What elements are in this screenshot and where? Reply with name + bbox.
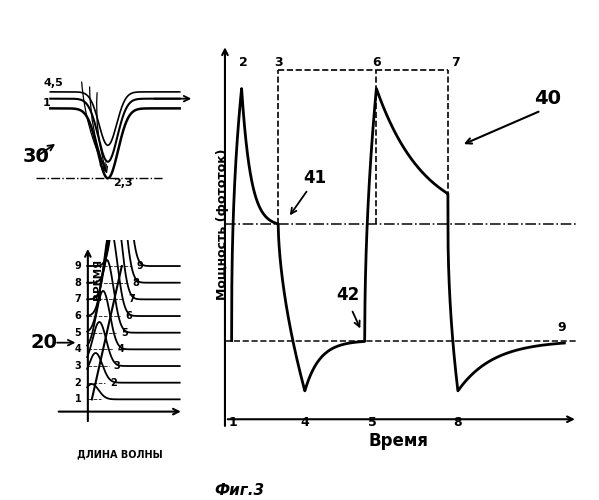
Text: Мощность (фототок): Мощность (фототок) bbox=[216, 148, 229, 300]
Text: 6: 6 bbox=[75, 311, 81, 321]
Text: 41: 41 bbox=[303, 169, 326, 187]
Text: Время: Время bbox=[368, 432, 428, 450]
Text: 42: 42 bbox=[337, 286, 360, 304]
Text: 6: 6 bbox=[372, 56, 381, 70]
Text: 7: 7 bbox=[75, 294, 81, 304]
Text: 9: 9 bbox=[136, 261, 143, 271]
Text: 8: 8 bbox=[75, 278, 81, 287]
Text: 1: 1 bbox=[43, 98, 51, 108]
Text: 1: 1 bbox=[229, 416, 238, 428]
Text: 4: 4 bbox=[75, 344, 81, 354]
Text: 9: 9 bbox=[558, 321, 567, 334]
Text: 2: 2 bbox=[110, 378, 117, 388]
Text: 20: 20 bbox=[31, 333, 58, 352]
Text: 3: 3 bbox=[274, 56, 283, 70]
Text: 9: 9 bbox=[75, 261, 81, 271]
Text: 5: 5 bbox=[121, 328, 128, 338]
Text: 7: 7 bbox=[451, 56, 460, 70]
Text: 5: 5 bbox=[368, 416, 377, 428]
Text: ВРЕМЯ: ВРЕМЯ bbox=[93, 258, 102, 300]
Text: 30: 30 bbox=[23, 147, 49, 166]
Text: 6: 6 bbox=[125, 311, 132, 321]
Text: ДЛИНА ВОЛНЫ: ДЛИНА ВОЛНЫ bbox=[77, 449, 162, 459]
Text: 4: 4 bbox=[117, 344, 124, 354]
Text: 40: 40 bbox=[534, 90, 561, 108]
Text: 4: 4 bbox=[301, 416, 309, 428]
Text: 3: 3 bbox=[75, 361, 81, 371]
Text: 1: 1 bbox=[75, 394, 81, 404]
Text: 3: 3 bbox=[114, 361, 120, 371]
Text: 4,5: 4,5 bbox=[43, 78, 63, 88]
Text: 2: 2 bbox=[239, 56, 247, 70]
Text: 2: 2 bbox=[75, 378, 81, 388]
Text: 8: 8 bbox=[453, 416, 462, 428]
Text: 7: 7 bbox=[129, 294, 135, 304]
Text: Фиг.3: Фиг.3 bbox=[214, 483, 265, 498]
Text: 2,3: 2,3 bbox=[114, 178, 133, 188]
Text: 5: 5 bbox=[75, 328, 81, 338]
Text: 8: 8 bbox=[132, 278, 140, 287]
